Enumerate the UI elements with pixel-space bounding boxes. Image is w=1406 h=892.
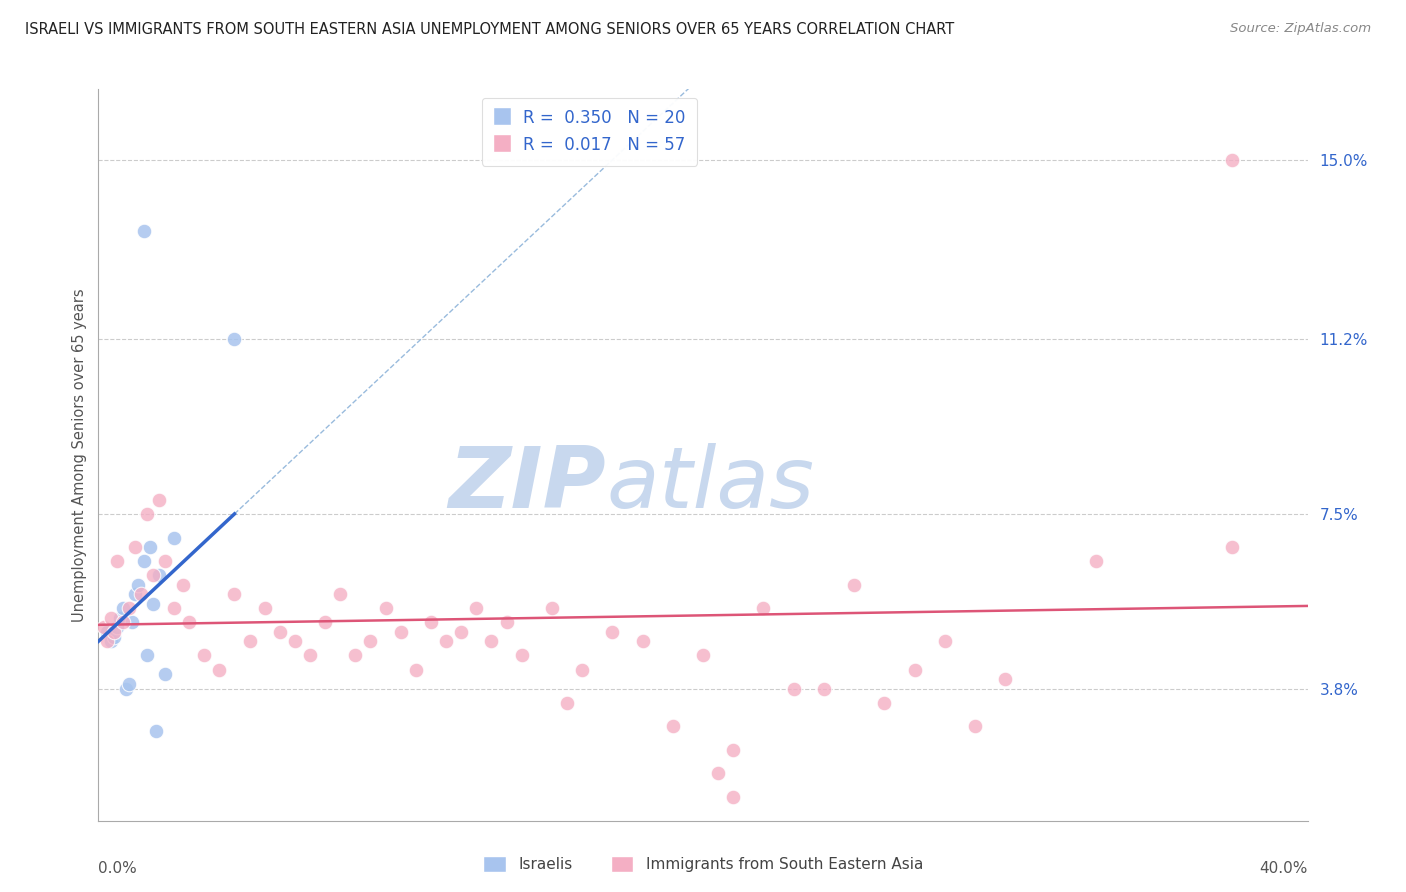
Point [873,696,896,710]
Point [934,634,956,648]
Point [844,577,866,591]
Point [208,663,231,677]
Point [374,601,396,615]
Point [571,663,593,677]
Point [127,577,149,591]
Point [510,648,533,663]
Point [389,624,412,639]
Point [555,696,578,710]
Point [707,766,730,780]
Point [153,554,176,568]
Text: atlas: atlas [606,442,814,525]
Point [100,634,122,648]
Point [360,634,382,648]
Point [813,681,835,696]
Point [132,554,155,568]
Point [344,648,367,663]
Point [450,624,472,639]
Point [111,601,134,615]
Point [540,601,562,615]
Point [179,615,201,630]
Point [105,620,128,634]
Point [129,587,152,601]
Point [253,601,276,615]
Point [783,681,806,696]
Point [148,492,170,507]
Point [420,615,443,630]
Text: ISRAELI VS IMMIGRANTS FROM SOUTH EASTERN ASIA UNEMPLOYMENT AMONG SENIORS OVER 65: ISRAELI VS IMMIGRANTS FROM SOUTH EASTERN… [25,22,955,37]
Text: 40.0%: 40.0% [1260,861,1308,876]
Point [100,611,122,625]
Point [93,620,115,634]
Point [1220,153,1243,167]
Point [224,587,246,601]
Point [1085,554,1108,568]
Point [124,587,146,601]
Point [193,648,215,663]
Point [142,597,165,611]
Point [163,531,186,545]
Point [103,624,125,639]
Point [172,577,194,591]
Legend: Israelis, Immigrants from South Eastern Asia: Israelis, Immigrants from South Eastern … [475,848,931,880]
Point [495,615,517,630]
Point [269,624,291,639]
Point [481,634,503,648]
Point [965,719,987,733]
Point [142,568,165,582]
Point [723,743,745,757]
Point [111,615,134,630]
Point [148,568,170,582]
Point [994,672,1017,686]
Point [299,648,322,663]
Point [224,332,246,346]
Point [124,540,146,554]
Y-axis label: Unemployment Among Seniors over 65 years: Unemployment Among Seniors over 65 years [72,288,87,622]
Point [239,634,262,648]
Point [405,663,427,677]
Text: 0.0%: 0.0% [98,861,138,876]
Point [105,554,128,568]
Point [108,611,131,625]
Legend: R =  0.350   N = 20, R =  0.017   N = 57: R = 0.350 N = 20, R = 0.017 N = 57 [482,97,697,166]
Point [434,634,457,648]
Point [135,648,157,663]
Point [118,677,141,691]
Point [904,663,927,677]
Text: ZIP: ZIP [449,442,606,525]
Point [153,667,176,681]
Point [465,601,488,615]
Point [139,540,162,554]
Point [602,624,624,639]
Text: Source: ZipAtlas.com: Source: ZipAtlas.com [1230,22,1371,36]
Point [118,601,141,615]
Point [723,790,745,805]
Point [752,601,775,615]
Point [135,507,157,521]
Point [103,630,125,644]
Point [692,648,714,663]
Point [329,587,352,601]
Point [121,615,143,630]
Point [1220,540,1243,554]
Point [661,719,683,733]
Point [96,624,118,639]
Point [163,601,186,615]
Point [284,634,307,648]
Point [145,723,167,738]
Point [132,224,155,238]
Point [631,634,654,648]
Point [114,681,136,696]
Point [96,634,118,648]
Point [314,615,336,630]
